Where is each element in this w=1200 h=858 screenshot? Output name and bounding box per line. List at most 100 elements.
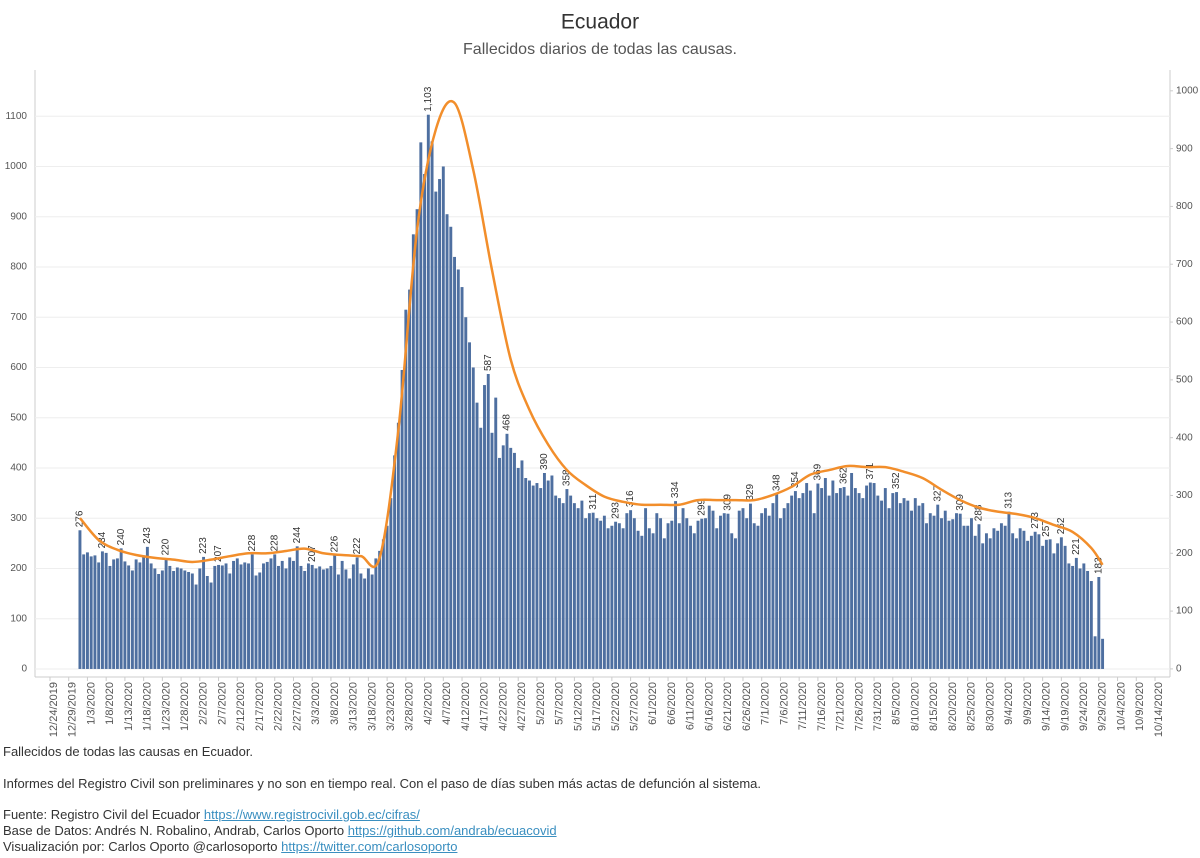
bar (572, 503, 576, 669)
x-tick-label: 1/18/2020 (142, 682, 154, 731)
data-label: 348 (771, 474, 782, 491)
bar (505, 433, 509, 669)
bar (565, 489, 569, 669)
disclaimer: Informes del Registro Civil son prelimin… (3, 776, 761, 791)
data-label: 221 (1071, 538, 1082, 555)
bar (655, 513, 659, 669)
trend-line (78, 100, 1104, 568)
x-tick-label: 7/31/2020 (872, 682, 884, 731)
bar (719, 515, 722, 669)
x-tick-label: 10/14/2020 (1153, 682, 1165, 737)
bar (681, 508, 685, 669)
bar (1063, 545, 1067, 669)
bar (670, 520, 674, 669)
bar (775, 494, 779, 669)
bar (921, 503, 925, 669)
credits: Fuente: Registro Civil del Ecuador https… (3, 807, 761, 855)
bar (599, 520, 603, 669)
bar (902, 498, 906, 669)
x-tick-label: 3/23/2020 (385, 682, 397, 731)
bar (486, 374, 490, 669)
bar (711, 510, 715, 669)
x-tick-label: 2/17/2020 (254, 682, 266, 731)
bar (1037, 534, 1041, 669)
bar (314, 568, 318, 669)
bar (468, 342, 471, 669)
x-tick-label: 6/16/2020 (703, 682, 715, 731)
x-tick-label: 2/22/2020 (273, 682, 285, 731)
bar (299, 565, 303, 669)
bar (273, 554, 277, 669)
bar (1086, 570, 1090, 669)
bar (438, 179, 442, 669)
bar (696, 520, 700, 669)
bar (142, 555, 146, 669)
bar (940, 518, 943, 669)
bar (913, 498, 917, 669)
bar (531, 485, 535, 669)
bar (587, 513, 591, 669)
x-tick-label: 6/6/2020 (666, 682, 678, 725)
data-label: 222 (352, 537, 363, 554)
x-tick-label: 2/27/2020 (291, 682, 303, 731)
bar (557, 498, 561, 669)
data-label: 262 (1056, 517, 1067, 534)
bar (426, 114, 430, 669)
bar (797, 498, 801, 669)
bar (880, 500, 884, 669)
bar (707, 505, 711, 669)
data-label: 226 (329, 535, 340, 552)
bar (370, 574, 374, 669)
bar (868, 482, 872, 669)
bar (415, 209, 419, 669)
bar (700, 518, 704, 669)
bar (145, 546, 149, 669)
bar (823, 478, 827, 669)
bar (542, 472, 546, 669)
bar (104, 552, 108, 669)
y-tick-label: 1100 (5, 111, 27, 122)
bar (138, 562, 142, 669)
bar (958, 513, 962, 669)
bar (865, 485, 869, 669)
bar (419, 142, 423, 669)
bar (483, 385, 486, 669)
x-tick-label: 6/1/2020 (647, 682, 659, 725)
credit-link[interactable]: https://twitter.com/carlosoporto (281, 839, 458, 854)
y2-tick-label: 1000 (1176, 85, 1199, 96)
x-tick-label: 4/2/2020 (422, 682, 434, 725)
credit-link[interactable]: https://github.com/andrab/ecuacovid (347, 823, 557, 838)
bar (737, 510, 741, 669)
y2-tick-label: 200 (1176, 548, 1193, 559)
bar (1026, 540, 1030, 669)
bar (910, 510, 913, 669)
bar (741, 508, 745, 669)
bar (100, 551, 104, 669)
bar (786, 503, 790, 669)
bar (1097, 577, 1101, 669)
x-tick-label: 9/4/2020 (1003, 682, 1015, 725)
bar (404, 309, 408, 669)
x-tick-label: 2/7/2020 (216, 682, 228, 725)
bar (999, 523, 1003, 669)
bar (861, 498, 865, 669)
x-tick-label: 4/12/2020 (460, 682, 472, 731)
credit-link[interactable]: https://www.registrocivil.gob.ec/cifras/ (203, 807, 420, 822)
bar (591, 512, 595, 669)
bar (198, 568, 202, 669)
bar (647, 528, 651, 669)
data-label: 223 (198, 537, 209, 554)
bar (857, 493, 861, 669)
data-label: 327 (932, 485, 943, 502)
bar (112, 559, 116, 669)
bar (876, 495, 880, 669)
bar (85, 552, 89, 669)
data-label: 371 (865, 462, 876, 479)
bar (816, 483, 820, 669)
credit-text: Fuente: Registro Civil del Ecuador (3, 807, 201, 822)
data-label: 228 (269, 534, 280, 551)
bar (490, 432, 494, 669)
bar (524, 478, 528, 669)
bar (527, 480, 531, 669)
bar (962, 525, 966, 669)
